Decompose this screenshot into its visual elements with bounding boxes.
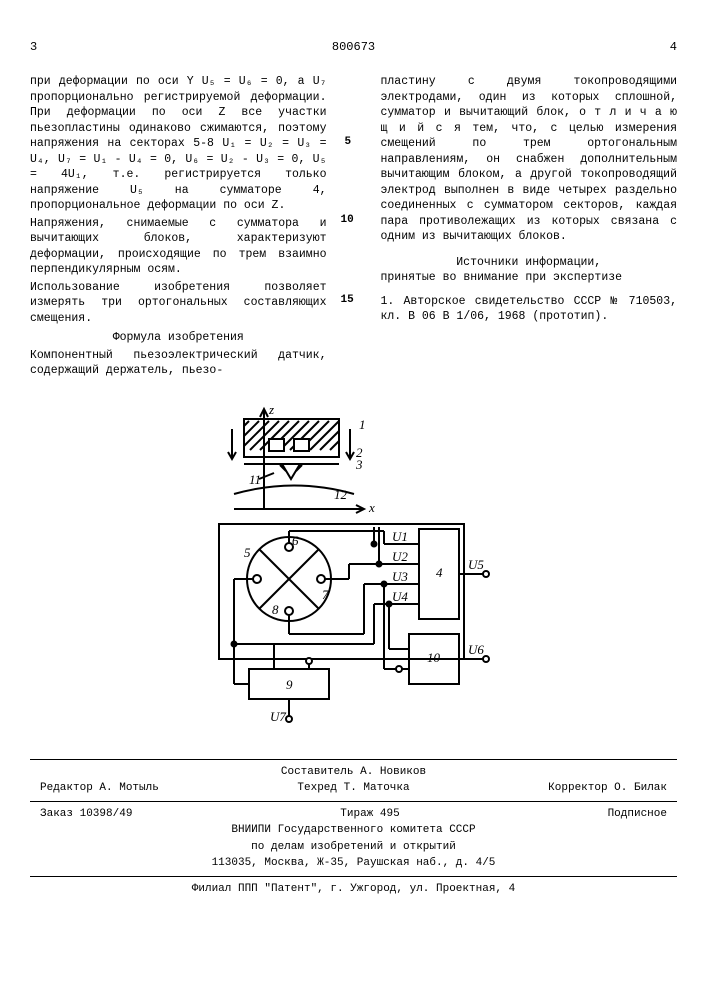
para-3: Использование изобретения позволяет изме… xyxy=(30,280,327,327)
lbl-12: 12 xyxy=(334,487,348,502)
lineno-15: 15 xyxy=(341,294,354,306)
lineno-5: 5 xyxy=(345,136,352,148)
para-4: Компонентный пьезоэлектрический датчик, … xyxy=(30,348,327,379)
footer: Составитель А. Новиков Редактор А. Мотыл… xyxy=(30,759,677,898)
para-r1: пластину с двумя токопроводящими электро… xyxy=(381,74,678,245)
u3-label: U3 xyxy=(392,569,408,584)
corrector: Корректор О. Билак xyxy=(548,780,667,797)
lbl-4: 4 xyxy=(436,565,443,580)
page-header: 3 800673 4 xyxy=(30,40,677,54)
lbl-8: 8 xyxy=(272,602,279,617)
u5-label: U5 xyxy=(468,557,484,572)
org2: по делам изобретений и открытий xyxy=(30,839,677,856)
lbl-6: 6 xyxy=(292,533,299,548)
org1: ВНИИПИ Государственного комитета СССР xyxy=(30,822,677,839)
lbl-5: 5 xyxy=(244,545,251,560)
line-number-gutter: 5 10 15 xyxy=(347,74,361,379)
para-1: при деформации по оси Y U₅ = U₆ = 0, а U… xyxy=(30,74,327,214)
lbl-9: 9 xyxy=(286,677,293,692)
lbl-1: 1 xyxy=(359,417,366,432)
u1-label: U1 xyxy=(392,529,408,544)
branch: Филиал ППП "Патент", г. Ужгород, ул. Про… xyxy=(30,881,677,898)
u7-label: U7 xyxy=(270,709,286,724)
z-label: z xyxy=(268,402,274,417)
sub: Подписное xyxy=(608,806,667,823)
page-right: 4 xyxy=(647,40,677,54)
sources-title: Источники информации, xyxy=(381,255,678,271)
lbl-11: 11 xyxy=(249,472,261,487)
text-columns: при деформации по оси Y U₅ = U₆ = 0, а U… xyxy=(30,74,677,379)
lbl-7: 7 xyxy=(322,587,329,602)
lbl-10: 10 xyxy=(427,650,441,665)
left-column: при деформации по оси Y U₅ = U₆ = 0, а U… xyxy=(30,74,327,379)
x-label: x xyxy=(368,500,375,515)
u6-label: U6 xyxy=(468,642,484,657)
u4-label: U4 xyxy=(392,589,408,604)
sources-sub: принятые во внимание при экспертизе xyxy=(381,270,678,286)
lineno-10: 10 xyxy=(341,214,354,226)
compiler: Составитель А. Новиков xyxy=(30,764,677,781)
right-column: пластину с двумя токопроводящими электро… xyxy=(381,74,678,379)
page-left: 3 xyxy=(30,40,60,54)
u2-label: U2 xyxy=(392,549,408,564)
order: Заказ 10398/49 xyxy=(40,806,132,823)
para-2: Напряжения, снимаемые с сумматора и вычи… xyxy=(30,216,327,278)
circuit-diagram: z 1 2 3 11 xyxy=(174,399,534,729)
editor: Редактор А. Мотыль xyxy=(40,780,159,797)
doc-number: 800673 xyxy=(60,40,647,54)
source-1: 1. Авторское свидетельство СССР № 710503… xyxy=(381,294,678,325)
tirage: Тираж 495 xyxy=(340,806,399,823)
tech: Техред Т. Маточка xyxy=(297,780,409,797)
formula-title: Формула изобретения xyxy=(30,330,327,346)
addr1: 113035, Москва, Ж-35, Раушская наб., д. … xyxy=(30,855,677,872)
lbl-3: 3 xyxy=(355,457,363,472)
